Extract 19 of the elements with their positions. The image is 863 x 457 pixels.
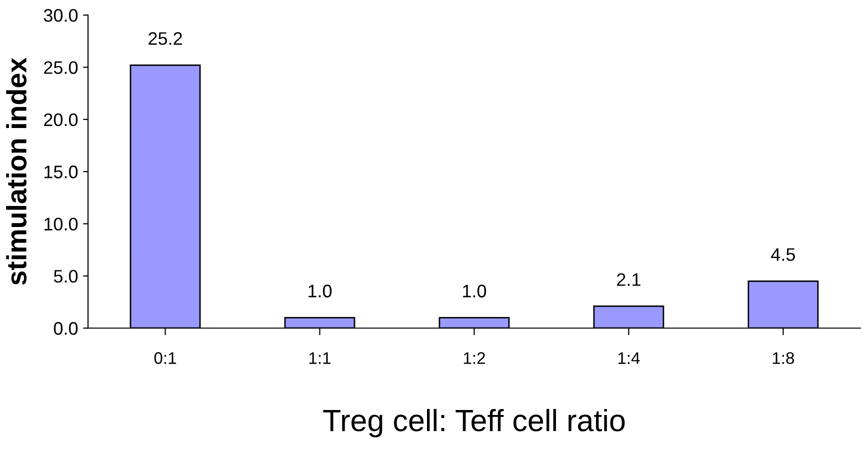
y-tick-label: 5.0	[54, 270, 78, 283]
y-axis-title: stimulation index	[6, 58, 27, 285]
data-label: 4.5	[771, 248, 795, 261]
x-tick-label: 1:1	[309, 352, 331, 364]
y-tick-label: 30.0	[44, 9, 78, 22]
x-tick-label: 0:1	[154, 352, 176, 364]
x-tick-label: 1:2	[464, 352, 485, 364]
data-label: 1.0	[463, 284, 486, 298]
x-axis-title: Treg cell: Teff cell ratio	[323, 408, 625, 438]
x-tick-label: 1:8	[772, 352, 794, 364]
y-tick-label: 20.0	[44, 113, 78, 126]
data-label: 1.0	[308, 284, 332, 298]
y-tick-label: 10.0	[44, 218, 78, 230]
data-label: 25.2	[148, 32, 182, 45]
y-tick-label: 0.0	[54, 322, 78, 335]
data-label: 2.1	[617, 273, 640, 286]
y-tick-label: 15.0	[44, 166, 78, 178]
x-tick-label: 1:4	[618, 352, 640, 364]
y-tick-label: 25.0	[44, 61, 78, 74]
